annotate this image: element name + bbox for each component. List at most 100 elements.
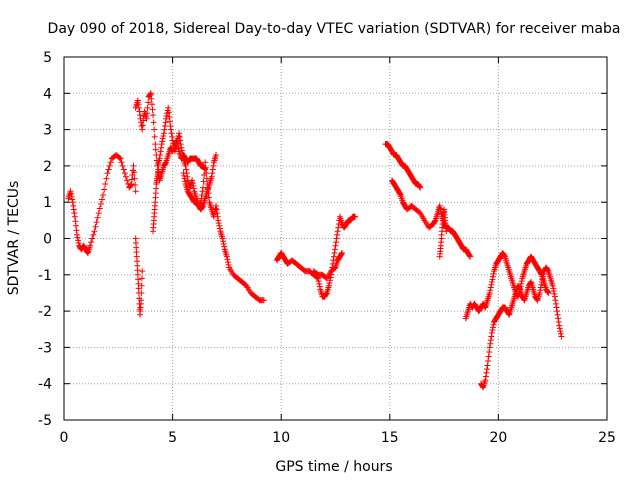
data-point-marker: [150, 112, 157, 119]
y-tick-label: -3: [38, 340, 52, 356]
data-point-marker: [550, 288, 557, 295]
data-point-marker: [443, 228, 450, 235]
data-point-marker: [158, 144, 165, 151]
data-point-marker: [315, 278, 322, 285]
data-point-marker: [545, 289, 552, 296]
data-point-marker: [138, 275, 145, 282]
data-point-marker: [147, 90, 154, 97]
data-point-marker: [556, 322, 563, 329]
data-point-marker: [175, 132, 182, 139]
y-tick-label: -4: [38, 377, 52, 393]
data-point-marker: [157, 148, 164, 155]
data-point-marker: [132, 181, 139, 188]
data-point-marker: [151, 133, 158, 140]
data-point-marker: [214, 213, 221, 220]
data-point-marker: [151, 126, 158, 133]
data-point-marker: [182, 178, 189, 185]
data-point-marker: [488, 329, 495, 336]
data-point-marker: [93, 219, 100, 226]
y-tick-label: 1: [43, 195, 52, 211]
data-point-marker: [552, 300, 559, 307]
data-point-marker: [316, 280, 323, 287]
data-point-marker: [156, 155, 163, 162]
data-point-marker: [537, 287, 544, 294]
data-point-marker: [182, 162, 189, 169]
data-point-marker: [352, 213, 359, 220]
data-point-marker: [70, 202, 77, 209]
data-point-marker: [487, 337, 494, 344]
data-point-marker: [551, 290, 558, 297]
data-point-marker: [176, 133, 183, 140]
data-point-marker: [487, 340, 494, 347]
data-point-marker: [135, 104, 142, 111]
data-point-marker: [166, 113, 173, 120]
data-point-marker: [556, 325, 563, 332]
data-point-marker: [225, 261, 232, 268]
x-tick-label: 20: [489, 430, 507, 446]
data-point-marker: [213, 202, 220, 209]
data-point-marker: [161, 122, 168, 129]
data-point-marker: [555, 318, 562, 325]
data-point-marker: [148, 95, 155, 102]
data-point-marker: [330, 253, 337, 260]
data-point-marker: [209, 170, 216, 177]
data-point-marker: [501, 252, 508, 259]
y-tick-label: 0: [43, 232, 52, 248]
data-point-marker: [549, 282, 556, 289]
data-point-marker: [180, 170, 187, 177]
data-point-marker: [552, 297, 559, 304]
data-point-marker: [159, 138, 166, 145]
data-point-marker: [168, 130, 175, 137]
data-point-marker: [333, 239, 340, 246]
data-point-marker: [139, 268, 146, 275]
data-point-marker: [130, 162, 137, 169]
data-point-marker: [553, 304, 560, 311]
data-point-marker: [165, 104, 172, 111]
data-point-marker: [558, 333, 565, 340]
data-point-marker: [482, 377, 489, 384]
data-point-marker: [436, 202, 443, 209]
data-point-marker: [160, 132, 167, 139]
data-point-marker: [213, 152, 220, 159]
data-point-marker: [166, 118, 173, 125]
data-point-marker: [135, 101, 142, 108]
data-point-marker: [224, 259, 231, 266]
data-point-marker: [145, 99, 152, 106]
data-point-marker: [96, 205, 103, 212]
data-point-marker: [486, 348, 493, 355]
data-point-marker: [216, 222, 223, 229]
data-point-marker: [557, 328, 564, 335]
data-point-marker: [106, 162, 113, 169]
data-point-marker: [200, 178, 207, 185]
data-point-marker: [486, 344, 493, 351]
data-point-marker: [485, 353, 492, 360]
data-point-marker: [75, 237, 82, 244]
x-tick-label: 15: [381, 430, 399, 446]
data-point-marker: [162, 160, 169, 167]
data-point-marker: [190, 185, 197, 192]
data-point-marker: [210, 162, 217, 169]
data-point-marker: [162, 119, 169, 126]
data-point-marker: [175, 145, 182, 152]
data-point-marker: [489, 324, 496, 331]
data-point-marker: [190, 182, 197, 189]
data-point-marker: [489, 273, 496, 280]
y-tick-label: -1: [38, 268, 52, 284]
data-point-marker: [540, 270, 547, 277]
data-point-marker: [334, 231, 341, 238]
data-point-marker: [199, 203, 206, 210]
data-point-marker: [554, 311, 561, 318]
data-point-marker: [138, 297, 145, 304]
data-point-marker: [201, 165, 208, 172]
y-tick-label: 3: [43, 123, 52, 139]
data-point-marker: [101, 186, 108, 193]
data-point-marker: [138, 289, 145, 296]
data-point-marker: [144, 104, 151, 111]
data-point-marker: [87, 242, 94, 249]
data-point-marker: [176, 130, 183, 137]
data-point-marker: [205, 194, 212, 201]
data-point-marker: [90, 231, 97, 238]
data-point-marker: [131, 175, 138, 182]
